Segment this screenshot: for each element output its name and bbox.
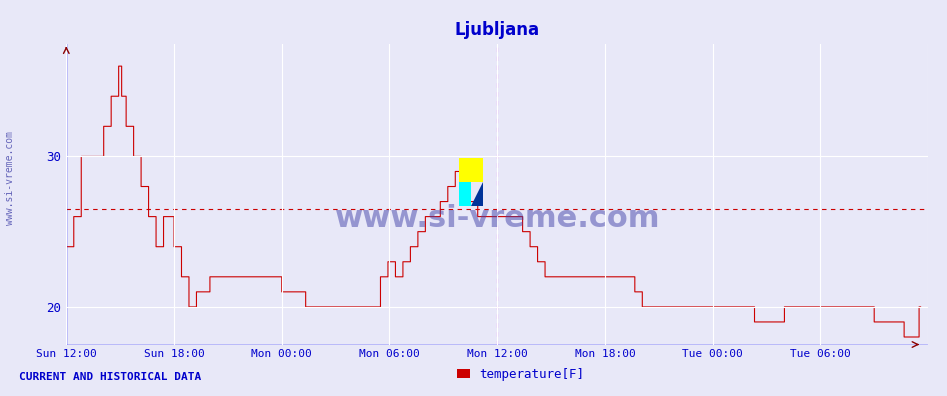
- Text: www.si-vreme.com: www.si-vreme.com: [5, 131, 15, 225]
- Legend: temperature[F]: temperature[F]: [452, 363, 590, 386]
- Title: Ljubljana: Ljubljana: [455, 21, 540, 39]
- Bar: [459, 182, 472, 206]
- Bar: [459, 158, 483, 182]
- Text: www.si-vreme.com: www.si-vreme.com: [334, 204, 660, 232]
- Polygon shape: [472, 182, 483, 206]
- Text: CURRENT AND HISTORICAL DATA: CURRENT AND HISTORICAL DATA: [19, 372, 201, 382]
